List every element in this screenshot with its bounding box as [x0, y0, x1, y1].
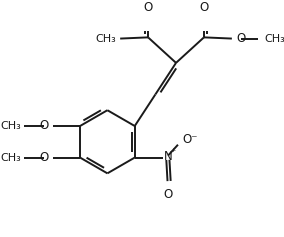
Text: O: O: [199, 0, 208, 14]
Text: CH₃: CH₃: [96, 34, 116, 44]
Text: CH₃: CH₃: [1, 153, 21, 163]
Text: O: O: [40, 151, 49, 164]
Text: ⁺: ⁺: [170, 148, 176, 158]
Text: CH₃: CH₃: [1, 121, 21, 131]
Text: O: O: [236, 32, 245, 45]
Text: O: O: [40, 119, 49, 132]
Text: CH₃: CH₃: [264, 34, 284, 44]
Text: O: O: [163, 188, 172, 201]
Text: O: O: [143, 0, 153, 14]
Text: N: N: [164, 150, 173, 163]
Text: O⁻: O⁻: [182, 133, 198, 146]
